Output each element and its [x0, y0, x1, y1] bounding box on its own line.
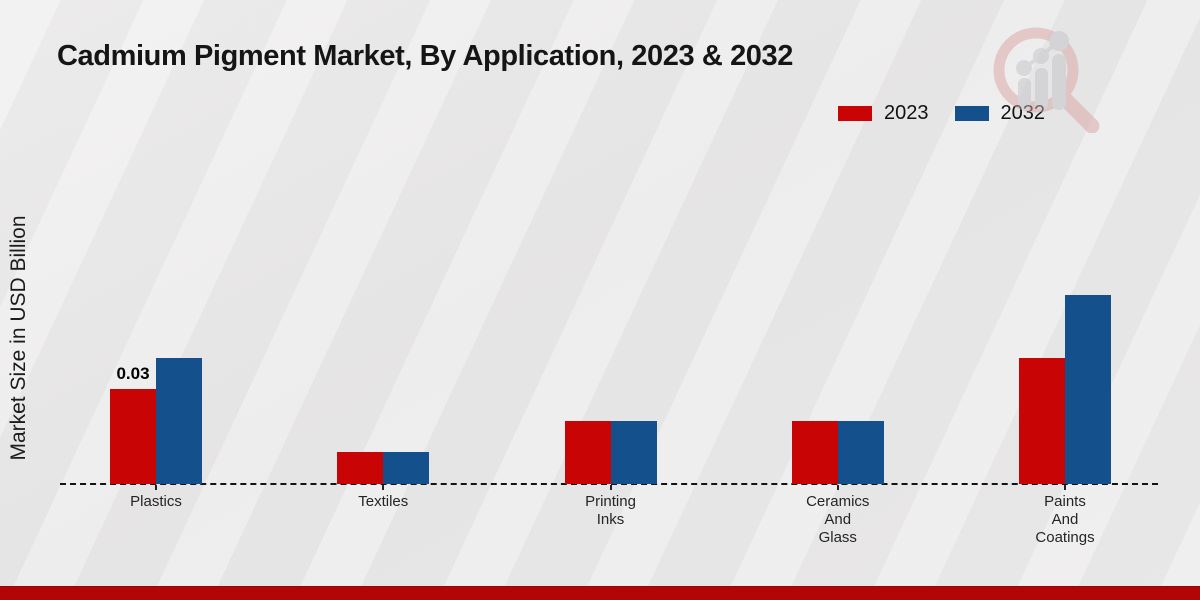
- bar-2023-printing-inks: [564, 421, 611, 484]
- bar-2023-textiles: [337, 452, 384, 484]
- x-axis-label-printing-inks: Printing Inks: [585, 493, 636, 528]
- x-axis-label-ceramics-and-glass: Ceramics And Glass: [806, 493, 870, 546]
- bar-2032-ceramics-and-glass: [837, 421, 884, 484]
- x-axis-tick-ceramics-and-glass: [836, 485, 839, 490]
- x-axis-label-plastics: Plastics: [130, 493, 182, 510]
- bar-2023-plastics: [110, 389, 156, 484]
- bar-2032-plastics: [156, 358, 202, 484]
- x-axis-label-textiles: Textiles: [358, 493, 409, 510]
- bar-2023-paints-and-coatings: [1019, 358, 1065, 484]
- x-axis-tick-paints-and-coatings: [1064, 485, 1066, 490]
- chart-title: Cadmium Pigment Market, By Application, …: [57, 40, 793, 72]
- legend-swatch-2032-icon: [954, 106, 989, 121]
- legend-swatch-2023-icon: [838, 106, 872, 121]
- legend: 2023 2032: [838, 102, 1045, 125]
- value-label-2023-plastics: 0.03: [116, 364, 150, 383]
- x-axis-tick-textiles: [382, 485, 385, 490]
- x-axis-tick-plastics: [155, 485, 157, 490]
- legend-label-2023: 2023: [884, 102, 929, 124]
- footer-accent-bar: [0, 586, 1200, 600]
- y-axis-label: Market Size in USD Billion: [7, 215, 30, 461]
- x-axis-tick-printing-inks: [609, 485, 612, 490]
- bar-2023-ceramics-and-glass: [791, 421, 838, 484]
- bar-2032-paints-and-coatings: [1065, 295, 1111, 484]
- legend-item-2023: 2023: [838, 102, 929, 125]
- x-axis-baseline: [60, 483, 1158, 485]
- bar-2032-printing-inks: [610, 421, 657, 484]
- x-axis-label-paints-and-coatings: Paints And Coatings: [1035, 493, 1095, 546]
- bar-2032-textiles: [383, 452, 430, 484]
- market-research-magnifier-logo-icon: [993, 27, 1100, 133]
